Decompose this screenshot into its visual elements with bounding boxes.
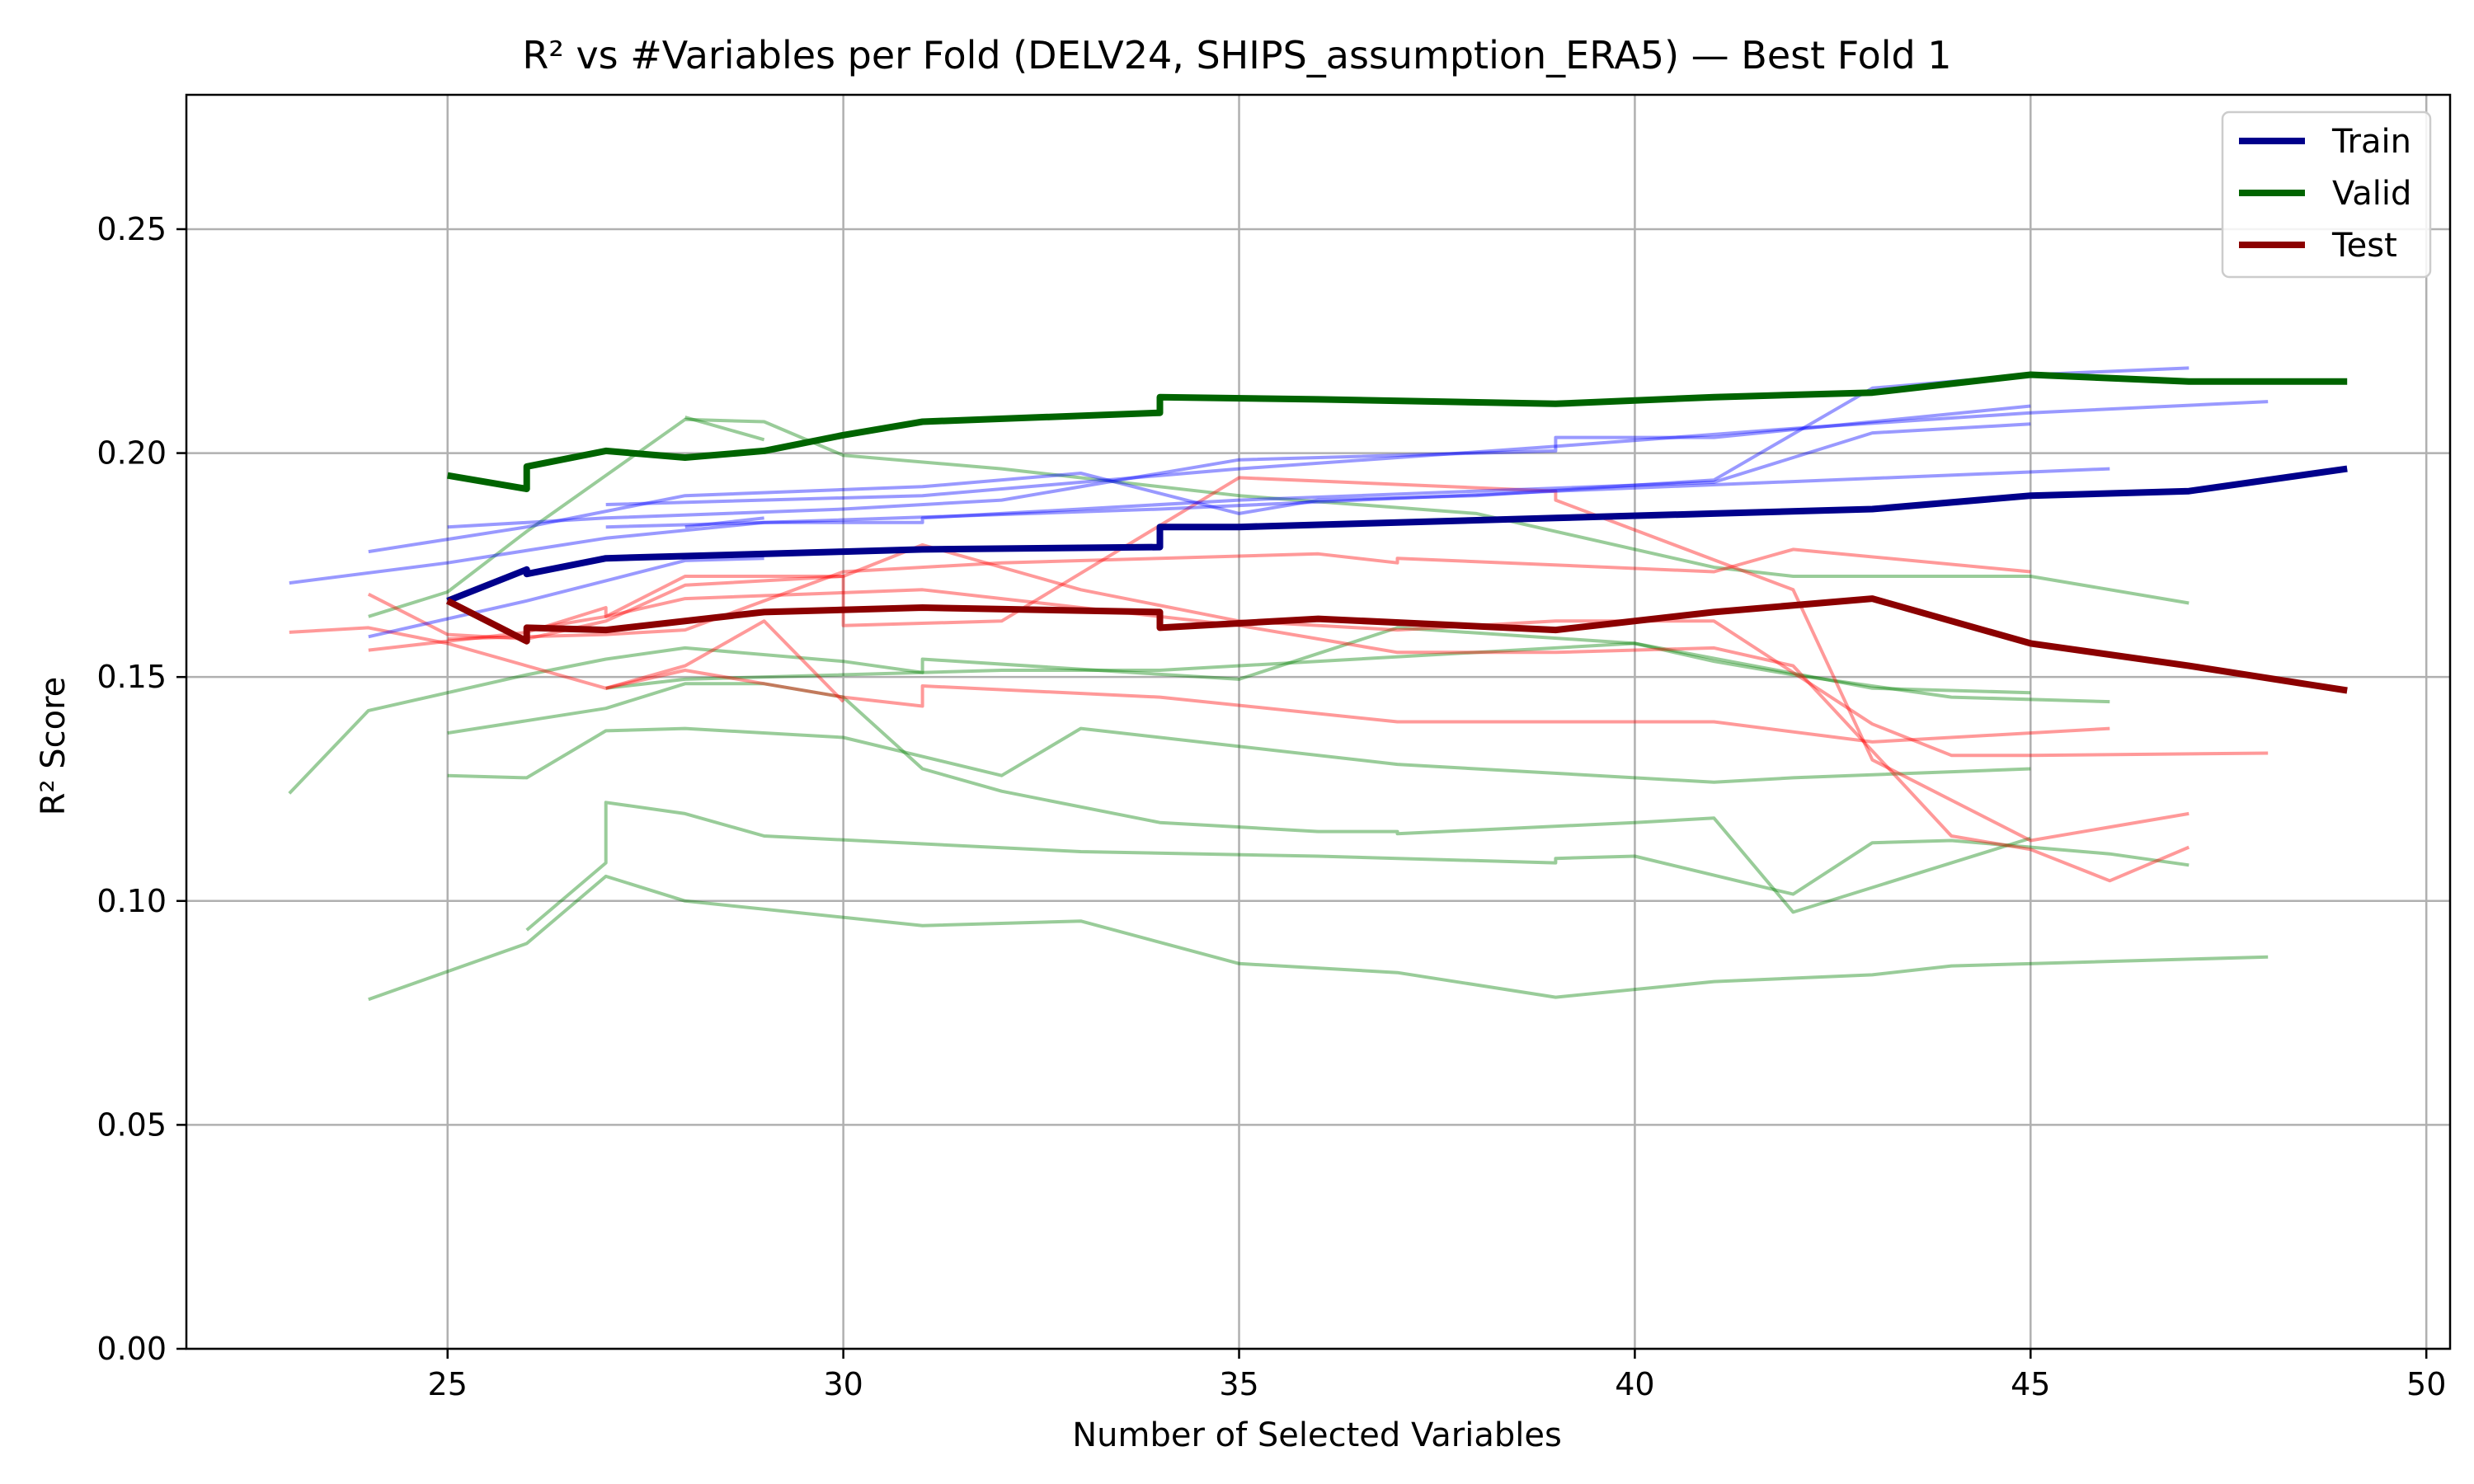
y-tick-label: 0.20 [96,435,167,472]
plot-frame [185,93,2452,1350]
test-fold-line-5 [526,476,2189,843]
legend-label-valid: Valid [2332,175,2411,213]
other-fold-series [288,366,2269,1002]
y-axis-label: R² Score [35,677,73,816]
x-tick-label: 25 [428,1366,468,1402]
train-fold-line-1 [289,467,2110,585]
valid-fold-line-7 [605,641,2110,704]
train-fold-line-7 [684,516,764,529]
valid-fold-line-1 [288,626,2031,795]
x-tick-label: 40 [1615,1366,1654,1402]
valid-fold-line-5 [368,874,2269,1002]
test-fold-line-1 [289,626,2110,744]
valid-fold-line-3 [447,682,2031,914]
train-fold-line-6 [605,422,2031,529]
best-fold-test-line [445,595,2348,694]
train-fold-line-3 [368,366,2189,554]
valid-fold-line-4 [447,726,2031,784]
y-tick-label: 0.00 [96,1331,167,1367]
train-fold-line-5 [605,400,2269,506]
x-tick-label: 50 [2406,1366,2446,1402]
y-tick-label: 0.05 [96,1106,167,1143]
x-axis-label: Number of Selected Variables [1072,1416,1562,1454]
chart-title: R² vs #Variables per Fold (DELV24, SHIPS… [522,33,1951,77]
valid-fold-line-8 [684,416,765,442]
valid-fold-line-2 [368,417,2189,618]
valid-fold-line-6 [525,801,2189,932]
train-fold-line-4 [447,404,2031,529]
y-tick-label: 0.10 [96,883,167,919]
legend-label-test: Test [2331,227,2397,265]
y-tick-label: 0.15 [96,659,167,695]
x-tick-label: 35 [1219,1366,1258,1402]
legend-label-train: Train [2331,123,2411,161]
y-tick-label: 0.25 [96,211,167,247]
legend-box [2221,110,2432,279]
axis-ticks: 25 30 35 40 45 50 0.00 0.05 0.10 0.15 0.20 0.25 [96,211,2446,1402]
best-fold-train-line [446,465,2348,604]
best-fold-valid-line [447,371,2348,492]
test-fold-line-2 [368,588,2190,883]
test-fold-line-6 [605,619,845,703]
best-fold-series [445,371,2348,694]
x-tick-label: 30 [823,1366,863,1402]
test-fold-line-4 [447,547,2031,641]
legend: Train Valid Test [2221,110,2432,279]
x-tick-label: 45 [2011,1366,2050,1402]
